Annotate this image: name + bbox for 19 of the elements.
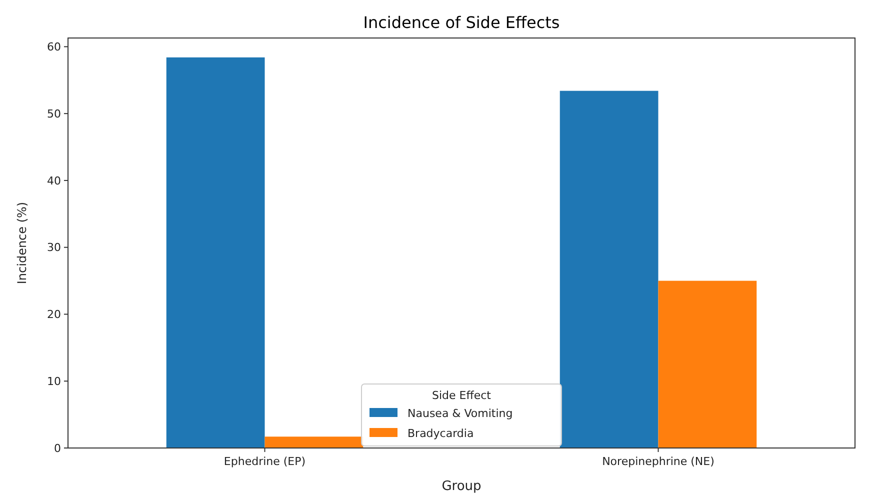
legend-label: Bradycardia	[408, 426, 474, 440]
y-tick-label: 40	[47, 174, 61, 188]
y-tick-label: 10	[47, 374, 61, 388]
y-tick-label: 60	[47, 40, 61, 54]
bar	[658, 280, 757, 448]
y-axis-title: Incidence (%)	[15, 202, 29, 284]
y-tick-label: 30	[47, 241, 61, 254]
bar	[560, 90, 658, 448]
y-tick-label: 50	[47, 107, 61, 120]
x-tick-label: Norepinephrine (NE)	[602, 455, 714, 468]
chart-title: Incidence of Side Effects	[363, 13, 560, 32]
legend-title: Side Effect	[432, 389, 492, 402]
x-axis-title: Group	[442, 479, 482, 494]
bar	[264, 436, 364, 448]
bar	[166, 57, 265, 448]
y-tick-label: 20	[47, 308, 61, 322]
x-tick-label: Ephedrine (EP)	[224, 455, 306, 468]
y-tick-label: 0	[54, 442, 61, 455]
legend-label: Nausea & Vomiting	[408, 406, 513, 420]
